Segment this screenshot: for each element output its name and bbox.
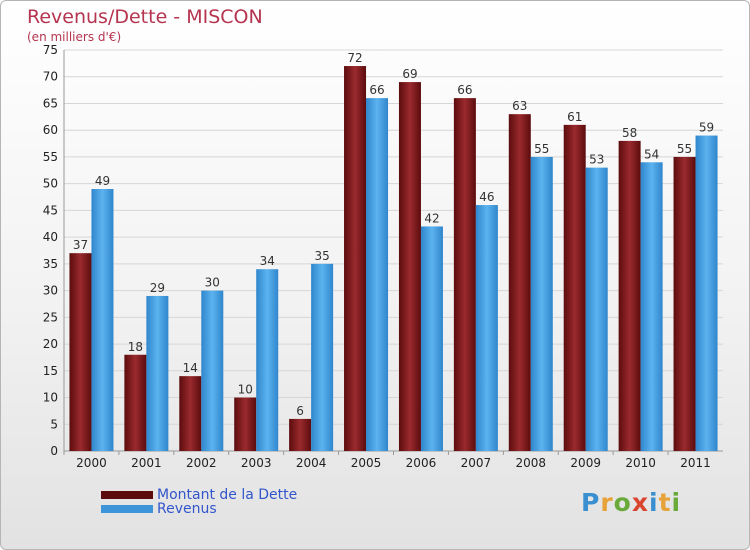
legend-swatch-dette <box>101 491 153 499</box>
bar-revenus <box>201 290 224 451</box>
bar-revenus <box>640 162 663 451</box>
proxiti-logo: Proxiti <box>581 488 681 517</box>
bar-dette <box>398 82 421 451</box>
bar-revenus <box>475 205 498 451</box>
data-label: 69 <box>402 67 417 81</box>
logo-letter: i <box>671 488 682 517</box>
data-label: 63 <box>512 99 527 113</box>
data-label: 66 <box>369 83 384 97</box>
bar-revenus <box>311 263 334 451</box>
y-tick-label: 5 <box>50 417 58 431</box>
y-tick-label: 60 <box>43 123 58 137</box>
bar-revenus <box>146 295 169 451</box>
legend-label-dette: Montant de la Dette <box>157 487 298 503</box>
x-tick-label: 2000 <box>76 456 107 470</box>
bar-dette <box>563 124 586 451</box>
y-tick-label: 20 <box>43 337 58 351</box>
data-label: 34 <box>260 254 275 268</box>
x-tick-label: 2010 <box>625 456 656 470</box>
bar-dette <box>618 140 641 452</box>
data-label: 18 <box>128 340 143 354</box>
legend-item-revenus: Revenus <box>101 501 217 517</box>
y-tick-label: 75 <box>43 43 58 57</box>
y-tick-label: 65 <box>43 96 58 110</box>
bar-revenus <box>256 269 279 451</box>
bar-revenus <box>420 226 443 451</box>
bar-revenus <box>530 156 553 451</box>
x-tick-label: 2004 <box>296 456 327 470</box>
data-label: 61 <box>567 110 582 124</box>
logo-letter: i <box>649 488 659 517</box>
logo-letter: t <box>658 488 672 517</box>
data-label: 58 <box>622 126 637 140</box>
y-tick-label: 25 <box>43 310 58 324</box>
x-tick-label: 2001 <box>131 456 162 470</box>
data-label: 66 <box>457 83 472 97</box>
x-tick-label: 2007 <box>461 456 492 470</box>
data-label: 6 <box>296 404 304 418</box>
data-label: 55 <box>534 142 549 156</box>
data-label: 55 <box>677 142 692 156</box>
bar-dette <box>453 98 476 452</box>
data-label: 54 <box>644 147 659 161</box>
logo-letter: P <box>581 488 601 517</box>
data-label: 35 <box>314 249 329 263</box>
bar-dette <box>289 418 312 451</box>
y-tick-label: 15 <box>43 364 58 378</box>
bar-dette <box>179 376 202 451</box>
chart-subtitle: (en milliers d'€) <box>27 30 122 44</box>
bar-revenus <box>91 189 114 451</box>
data-label: 72 <box>347 51 362 65</box>
x-tick-label: 2006 <box>406 456 437 470</box>
y-tick-label: 10 <box>43 391 58 405</box>
data-label: 10 <box>238 383 253 397</box>
logo-letter: r <box>600 488 614 517</box>
data-label: 59 <box>699 121 714 135</box>
y-tick-label: 40 <box>43 230 58 244</box>
y-tick-label: 35 <box>43 257 58 271</box>
bar-dette <box>234 397 257 451</box>
bar-dette <box>344 66 367 451</box>
y-tick-label: 45 <box>43 203 58 217</box>
logo-letter: x <box>631 488 649 517</box>
data-label: 46 <box>479 190 494 204</box>
bar-revenus <box>585 167 608 452</box>
bar-dette <box>508 114 531 451</box>
x-tick-label: 2002 <box>186 456 217 470</box>
bar-revenus <box>695 135 718 451</box>
y-tick-label: 50 <box>43 177 58 191</box>
data-label: 29 <box>150 281 165 295</box>
legend-swatch-revenus <box>101 505 153 513</box>
data-label: 53 <box>589 153 604 167</box>
bar-dette <box>673 156 696 451</box>
legend-item-dette: Montant de la Dette <box>101 487 298 503</box>
data-label: 37 <box>73 238 88 252</box>
data-label: 14 <box>183 361 198 375</box>
data-label: 30 <box>205 276 220 290</box>
x-tick-label: 2009 <box>570 456 601 470</box>
x-tick-label: 2008 <box>516 456 547 470</box>
logo-letter: o <box>613 488 632 517</box>
chart-title: Revenus/Dette - MISCON <box>27 6 263 28</box>
bar-revenus <box>366 98 389 452</box>
bar-dette <box>124 354 147 451</box>
legend-label-revenus: Revenus <box>157 501 217 517</box>
bar-dette <box>69 253 92 451</box>
y-tick-label: 30 <box>43 284 58 298</box>
x-tick-label: 2011 <box>680 456 711 470</box>
y-tick-label: 55 <box>43 150 58 164</box>
data-label: 42 <box>424 211 439 225</box>
x-tick-label: 2003 <box>241 456 272 470</box>
data-label: 49 <box>95 174 110 188</box>
x-tick-label: 2005 <box>351 456 382 470</box>
y-tick-label: 0 <box>50 444 58 458</box>
y-tick-label: 70 <box>43 70 58 84</box>
